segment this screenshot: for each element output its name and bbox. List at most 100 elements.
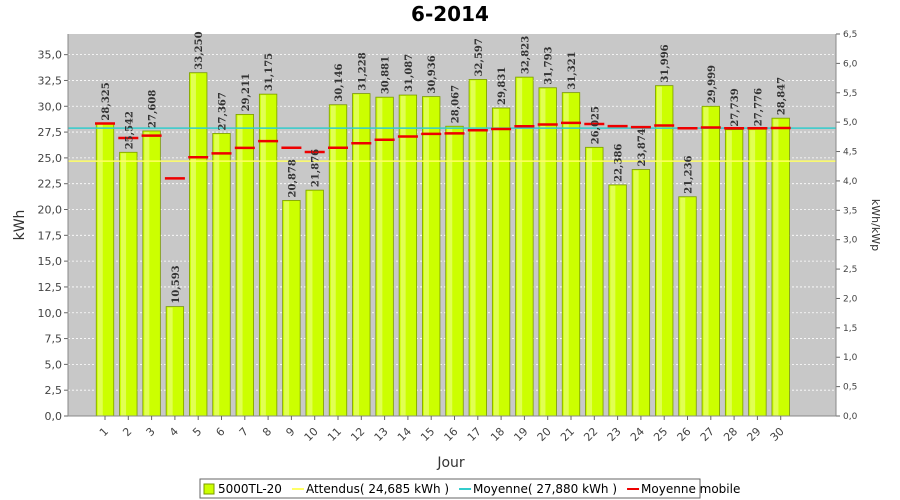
x-tick-label: 30 [768, 425, 787, 444]
bar-highlight [587, 148, 593, 417]
bar-highlight [284, 201, 290, 416]
x-tick-label: 1 [97, 425, 111, 439]
data-label: 21,236 [684, 155, 695, 193]
bar-highlight [377, 98, 383, 417]
y-tick-label: 20,0 [38, 204, 63, 217]
y-tick-label: 27,5 [38, 126, 63, 139]
bar-highlight [330, 105, 336, 417]
data-label: 10,593 [171, 265, 182, 303]
x-tick-label: 3 [144, 425, 158, 439]
data-label: 30,146 [334, 63, 345, 101]
bar-highlight [680, 197, 686, 416]
data-label: 29,831 [497, 67, 508, 105]
bar-highlight [563, 93, 569, 416]
y2-tick-label: 5,0 [843, 118, 858, 128]
y-tick-label: 30,0 [38, 100, 63, 113]
x-tick-label: 23 [605, 425, 624, 444]
legend-label: 5000TL-20 [218, 482, 282, 496]
bar-highlight [121, 153, 127, 416]
axes: 0,02,55,07,510,012,515,017,520,022,525,0… [38, 30, 858, 444]
x-tick-label: 2 [120, 425, 134, 439]
data-label: 31,321 [567, 51, 578, 89]
data-label: 28,067 [451, 85, 462, 123]
y2-tick-label: 1,0 [843, 353, 858, 363]
y-tick-label: 32,5 [38, 74, 63, 87]
x-tick-label: 15 [418, 425, 437, 444]
y2-tick-label: 1,5 [843, 324, 857, 334]
legend-label: Moyenne( 27,880 kWh ) [473, 482, 617, 496]
x-tick-label: 10 [302, 425, 321, 444]
bar-highlight [517, 78, 523, 417]
bar-highlight [400, 96, 406, 416]
y2-tick-label: 4,0 [843, 177, 858, 187]
y-tick-label: 10,0 [38, 307, 63, 320]
data-label: 31,793 [544, 46, 555, 84]
x-tick-label: 21 [558, 425, 577, 444]
x-tick-label: 12 [348, 425, 367, 444]
data-label: 30,936 [427, 55, 438, 93]
bar-highlight [773, 119, 779, 416]
x-tick-label: 20 [535, 425, 554, 444]
x-tick-label: 26 [675, 425, 694, 444]
moving-average-series [95, 121, 791, 180]
data-label: 20,878 [287, 159, 298, 197]
bar-highlight [190, 73, 196, 416]
data-label: 28,847 [777, 77, 788, 115]
y2-tick-label: 4,5 [843, 148, 857, 158]
data-label: 31,175 [264, 53, 275, 91]
bar-highlight [144, 131, 150, 416]
bar-highlight [307, 191, 313, 416]
data-label: 33,250 [194, 31, 205, 69]
data-label: 27,608 [148, 90, 159, 128]
legend-box [199, 478, 701, 499]
y2-tick-label: 6,0 [843, 59, 858, 69]
data-labels: 28,325 25,542 27,608 10,593 33,250 27,367 29,2… [101, 31, 788, 303]
data-label: 27,739 [730, 88, 741, 126]
legend-label: Attendus( 24,685 kWh ) [306, 482, 449, 496]
y-axis-title: kWh [12, 210, 28, 241]
x-tick-label: 9 [283, 425, 297, 439]
y2-axis-title: kWh/kWp [869, 199, 882, 251]
y2-tick-label: 0,5 [843, 383, 857, 393]
y-tick-label: 25,0 [38, 152, 63, 165]
y-tick-label: 7,5 [45, 333, 63, 346]
bar-highlight [750, 130, 756, 416]
bar-highlight [447, 127, 453, 417]
x-tick-label: 19 [511, 425, 530, 444]
x-tick-label: 11 [325, 425, 344, 444]
data-label: 27,367 [218, 92, 229, 130]
data-label: 31,087 [404, 54, 415, 92]
y2-tick-label: 0,0 [843, 412, 858, 422]
chart-title: 6-2014 [411, 2, 489, 26]
data-label: 32,597 [474, 38, 485, 76]
bar-highlight [97, 124, 103, 417]
y-tick-label: 12,5 [38, 281, 63, 294]
bar-highlight [354, 94, 360, 416]
bar-highlight [260, 95, 266, 416]
y-tick-label: 0,0 [45, 410, 63, 423]
data-label: 30,881 [381, 56, 392, 94]
x-tick-label: 18 [488, 425, 507, 444]
y-tick-label: 5,0 [45, 358, 63, 371]
bar-highlight [656, 86, 662, 417]
bar-series [95, 72, 790, 417]
x-tick-label: 17 [465, 425, 484, 444]
y2-tick-label: 6,5 [843, 30, 857, 40]
x-tick-label: 16 [442, 425, 461, 444]
data-label: 25,542 [124, 111, 135, 149]
legend: 5000TL-20 Attendus( 24,685 kWh ) Moyenne( … [199, 478, 740, 499]
data-label: 29,211 [241, 73, 252, 111]
y2-tick-label: 2,0 [843, 294, 858, 304]
bar-highlight [610, 185, 616, 416]
x-tick-label: 4 [167, 425, 181, 439]
y-tick-label: 17,5 [38, 229, 63, 242]
x-tick-label: 28 [721, 425, 740, 444]
x-tick-label: 8 [260, 425, 274, 439]
y-tick-label: 35,0 [38, 49, 63, 62]
data-label: 26,025 [590, 106, 601, 144]
y-tick-label: 15,0 [38, 255, 63, 268]
legend-swatch-bar [203, 483, 215, 495]
bar-highlight [214, 134, 220, 416]
bar-highlight [423, 97, 429, 417]
